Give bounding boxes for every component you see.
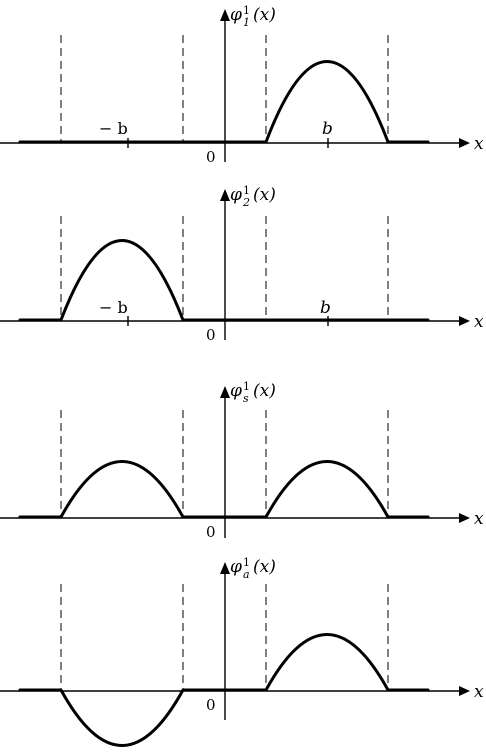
svg-text:φ: φ bbox=[230, 557, 242, 577]
svg-text:1: 1 bbox=[243, 556, 250, 569]
svg-text:φ: φ bbox=[230, 185, 242, 205]
panel-phia: 0 x φ 1 a (x) bbox=[0, 556, 484, 747]
svg-text:1: 1 bbox=[243, 4, 250, 17]
svg-text:1: 1 bbox=[243, 184, 250, 197]
tick-label-plus-b: b bbox=[320, 298, 331, 318]
origin-label: 0 bbox=[206, 148, 216, 166]
origin-label: 0 bbox=[206, 326, 216, 344]
svg-text:a: a bbox=[243, 568, 250, 581]
x-axis-label: x bbox=[474, 509, 484, 529]
x-axis-label: x bbox=[474, 682, 484, 702]
svg-text:(x): (x) bbox=[253, 5, 276, 25]
wavefunction-curve bbox=[18, 239, 430, 322]
wavefunction-curve bbox=[18, 60, 430, 144]
function-label: φ 1 s (x) bbox=[230, 380, 276, 405]
svg-text:2: 2 bbox=[242, 196, 250, 209]
origin-label: 0 bbox=[206, 523, 216, 541]
x-axis-label: x bbox=[474, 134, 484, 154]
svg-text:1: 1 bbox=[243, 16, 250, 29]
x-axis-label: x bbox=[474, 312, 484, 332]
svg-text:(x): (x) bbox=[253, 185, 276, 205]
function-label: φ 1 2 (x) bbox=[230, 184, 276, 209]
svg-text:1: 1 bbox=[243, 380, 250, 393]
svg-text:φ: φ bbox=[230, 381, 242, 401]
function-label: φ 1 1 (x) bbox=[230, 4, 276, 29]
y-axis-arrow bbox=[220, 386, 230, 398]
y-axis-arrow bbox=[220, 562, 230, 574]
x-axis-arrow bbox=[459, 686, 470, 696]
svg-text:(x): (x) bbox=[253, 381, 276, 401]
tick-label-minus-b: − b bbox=[99, 298, 128, 317]
svg-text:s: s bbox=[243, 392, 249, 405]
svg-text:(x): (x) bbox=[253, 557, 276, 577]
x-axis-arrow bbox=[459, 138, 470, 148]
wavefunction-curve bbox=[18, 460, 430, 519]
panel-phis: 0 x φ 1 s (x) bbox=[0, 380, 484, 541]
svg-text:φ: φ bbox=[230, 5, 242, 25]
panel-phi1: − b b 0 x φ 1 1 (x) bbox=[0, 4, 484, 166]
function-label: φ 1 a (x) bbox=[230, 556, 276, 581]
y-axis-arrow bbox=[220, 9, 230, 21]
x-axis-arrow bbox=[459, 513, 470, 523]
wavefunction-curve bbox=[18, 633, 430, 747]
tick-label-plus-b: b bbox=[322, 119, 333, 139]
origin-label: 0 bbox=[206, 696, 216, 714]
y-axis-arrow bbox=[220, 189, 230, 201]
tick-label-minus-b: − b bbox=[99, 119, 128, 138]
panel-phi2: − b b 0 x φ 1 2 (x) bbox=[0, 184, 484, 344]
x-axis-arrow bbox=[459, 316, 470, 326]
